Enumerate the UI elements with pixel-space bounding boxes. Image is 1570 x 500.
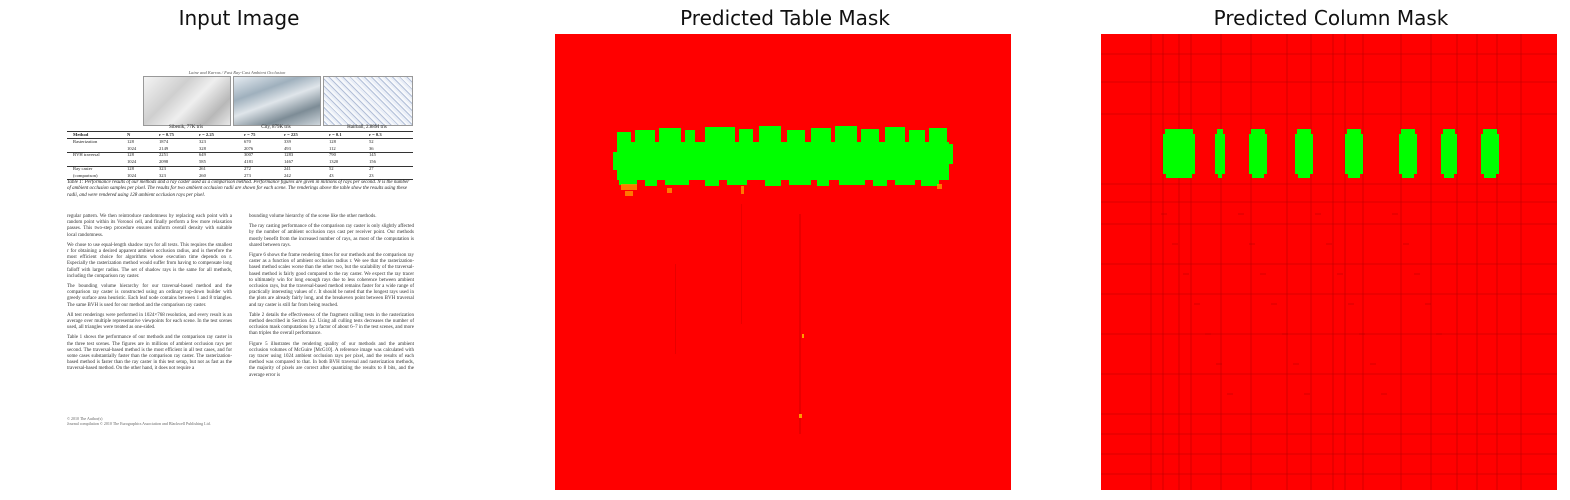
table-cell: 43 [329, 172, 334, 178]
table-header-cell: N [127, 132, 131, 137]
table-cell: 36 [369, 145, 374, 151]
paragraph: The ray casting performance of the compa… [249, 224, 414, 248]
table-cell: 27 [369, 165, 374, 171]
table-cell: 1467 [284, 159, 294, 165]
render-hairball-image [323, 76, 413, 126]
table-cell: 23 [369, 172, 374, 178]
table-cell: 112 [329, 145, 336, 151]
table-cell: 2149 [159, 145, 169, 151]
column-mask-title: Predicted Column Mask [1213, 6, 1449, 30]
table-row-rule [67, 152, 413, 153]
table-cell: 145 [369, 152, 376, 158]
table-cell: 2098 [159, 159, 169, 165]
paragraph: Figure 5 illustrates the rendering quali… [249, 341, 414, 378]
table-cell: 323 [159, 172, 166, 178]
table-header-cell: r = 2.25 [199, 132, 214, 137]
table-cell: 242 [284, 172, 291, 178]
footer-line: Journal compilation © 2010 The Eurograph… [67, 421, 211, 426]
table-header-cell: r = 225 [284, 132, 298, 137]
table-header-cell: Method [73, 132, 89, 137]
table-cell: Ray caster [73, 165, 93, 171]
table-cell: BVH traversal [73, 152, 100, 158]
table-caption: Table 1: Performance results of our meth… [67, 180, 410, 198]
table-header-cell: r = 0.1 [329, 132, 342, 137]
table-cell: 1283 [284, 152, 294, 158]
paragraph: bounding volume hierarchy of the scene l… [249, 214, 377, 219]
table-cell: 649 [199, 152, 206, 158]
table-cell: 128 [127, 152, 134, 158]
paragraph: We chose to use equal-length shadow rays… [67, 242, 232, 279]
document-page: Laine and Karras / Fast Ray-Cast Ambient… [9, 34, 465, 490]
table-cell: 2251 [159, 152, 169, 158]
table-cell: 323 [159, 165, 166, 171]
table-cell: 1320 [329, 159, 339, 165]
table-cell: 52 [329, 165, 334, 171]
render-caption: Sibenik, 77K tris [168, 125, 204, 130]
table-cell: 670 [244, 139, 251, 144]
page-footer: © 2010 The Author(s) Journal compilation… [67, 416, 211, 426]
table-cell: 128 [127, 139, 134, 144]
table-cell: 323 [199, 139, 206, 144]
input-image-panel: Laine and Karras / Fast Ray-Cast Ambient… [9, 34, 465, 490]
table-cell: 3007 [244, 152, 254, 158]
paragraph: Table 1 shows the performance of our met… [67, 335, 232, 372]
table-cell: 1024 [127, 159, 137, 165]
column-mask-image [1101, 34, 1557, 490]
table-cell: 1874 [159, 139, 169, 144]
render-city-image [233, 76, 321, 126]
table-cell: Rasterization [73, 139, 98, 144]
table-cell: 585 [199, 159, 206, 165]
table-mask-image [555, 34, 1011, 490]
table-mask-panel [555, 34, 1011, 490]
table-cell: 790 [329, 152, 336, 158]
table-mask-title: Predicted Table Mask [680, 6, 890, 30]
text-column-right: bounding volume hierarchy of the scene l… [249, 214, 414, 383]
table-cell: 493 [284, 145, 291, 151]
render-caption: City, 879K tris [261, 125, 291, 130]
table-cell: 4181 [244, 159, 254, 165]
table-cell: 261 [199, 165, 206, 171]
table-cell: 241 [284, 165, 291, 171]
text-column-left: regular pattern. We then reintroduce ran… [67, 214, 232, 377]
table-cell: 273 [244, 172, 251, 178]
table-bottom-rule [67, 179, 413, 180]
table-cell: 1024 [127, 145, 137, 151]
column-mask-panel [1101, 34, 1557, 490]
table-header-cell: r = 0.75 [159, 132, 174, 137]
table-header-cell: r = 75 [244, 132, 256, 137]
table-cell: 1024 [127, 172, 137, 178]
paragraph: Table 2 details the effectiveness of the… [249, 312, 414, 337]
table-cell: (comparison) [73, 172, 98, 178]
running-header: Laine and Karras / Fast Ray-Cast Ambient… [188, 70, 286, 75]
table-cell: 52 [369, 139, 374, 144]
table-top-rule [67, 131, 413, 132]
table-cell: 272 [244, 165, 251, 171]
paragraph: All test renderings were performed in 10… [67, 312, 232, 331]
table-header-rule [67, 138, 413, 139]
paragraph: The bounding volume hierarchy for our tr… [67, 284, 232, 308]
input-image-title: Input Image [178, 6, 300, 30]
table-cell: 156 [369, 159, 376, 165]
table-row-rule [67, 166, 413, 167]
table-cell: 328 [199, 145, 206, 151]
paragraph: regular pattern. We then reintroduce ran… [67, 214, 232, 238]
table-cell: 128 [329, 139, 336, 144]
footer-line: © 2010 The Author(s) [67, 416, 103, 421]
paragraph: Figure 6 shows the frame rendering times… [249, 253, 414, 308]
table-header-cell: r = 0.3 [369, 132, 382, 137]
table-cell: 2076 [244, 145, 254, 151]
render-sibenik-image [143, 76, 231, 126]
render-caption: Hairball, 2.88M tris [347, 125, 387, 130]
table-cell: 339 [284, 139, 291, 144]
table-cell: 260 [199, 172, 206, 178]
table-cell: 128 [127, 165, 134, 171]
